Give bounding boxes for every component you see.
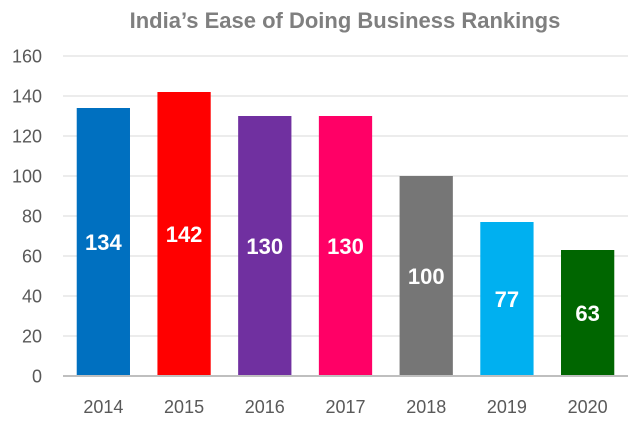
- bar-2020: [561, 250, 615, 376]
- x-tick-label: 2018: [406, 397, 446, 417]
- x-tick-label: 2015: [164, 397, 204, 417]
- x-tick-label: 2016: [245, 397, 285, 417]
- y-tick-label: 40: [22, 287, 42, 307]
- bar-2015: [157, 92, 211, 376]
- y-tick-label: 160: [12, 47, 42, 67]
- bar-2019: [480, 222, 534, 376]
- x-tick-label: 2020: [568, 397, 608, 417]
- data-labels: 134 142 130 130 100 77 63: [85, 222, 600, 326]
- data-label: 134: [85, 230, 122, 255]
- y-tick-label: 20: [22, 327, 42, 347]
- bar-2017: [318, 116, 373, 376]
- data-label: 130: [327, 234, 364, 259]
- bar-2018: [399, 176, 453, 376]
- data-label: 142: [166, 222, 203, 247]
- y-tick-label: 80: [22, 207, 42, 227]
- x-tick-label: 2014: [83, 397, 123, 417]
- bars: [76, 92, 615, 376]
- data-label: 100: [408, 264, 445, 289]
- x-tick-label: 2019: [487, 397, 527, 417]
- data-label: 63: [575, 301, 599, 326]
- y-tick-label: 100: [12, 167, 42, 187]
- data-label: 77: [495, 287, 519, 312]
- y-tick-label: 140: [12, 87, 42, 107]
- x-axis-tick-labels: 2014 2015 2016 2017 2018 2019 2020: [83, 397, 607, 417]
- x-tick-label: 2017: [325, 397, 365, 417]
- y-tick-label: 60: [22, 247, 42, 267]
- y-tick-label: 120: [12, 127, 42, 147]
- y-axis-tick-labels: 0 20 40 60 80 100 120 140 160: [12, 47, 42, 387]
- chart-title: India’s Ease of Doing Business Rankings: [130, 8, 561, 33]
- bar-2014: [76, 108, 130, 376]
- y-tick-label: 0: [32, 367, 42, 387]
- bar-2016: [238, 116, 292, 376]
- data-label: 130: [246, 234, 283, 259]
